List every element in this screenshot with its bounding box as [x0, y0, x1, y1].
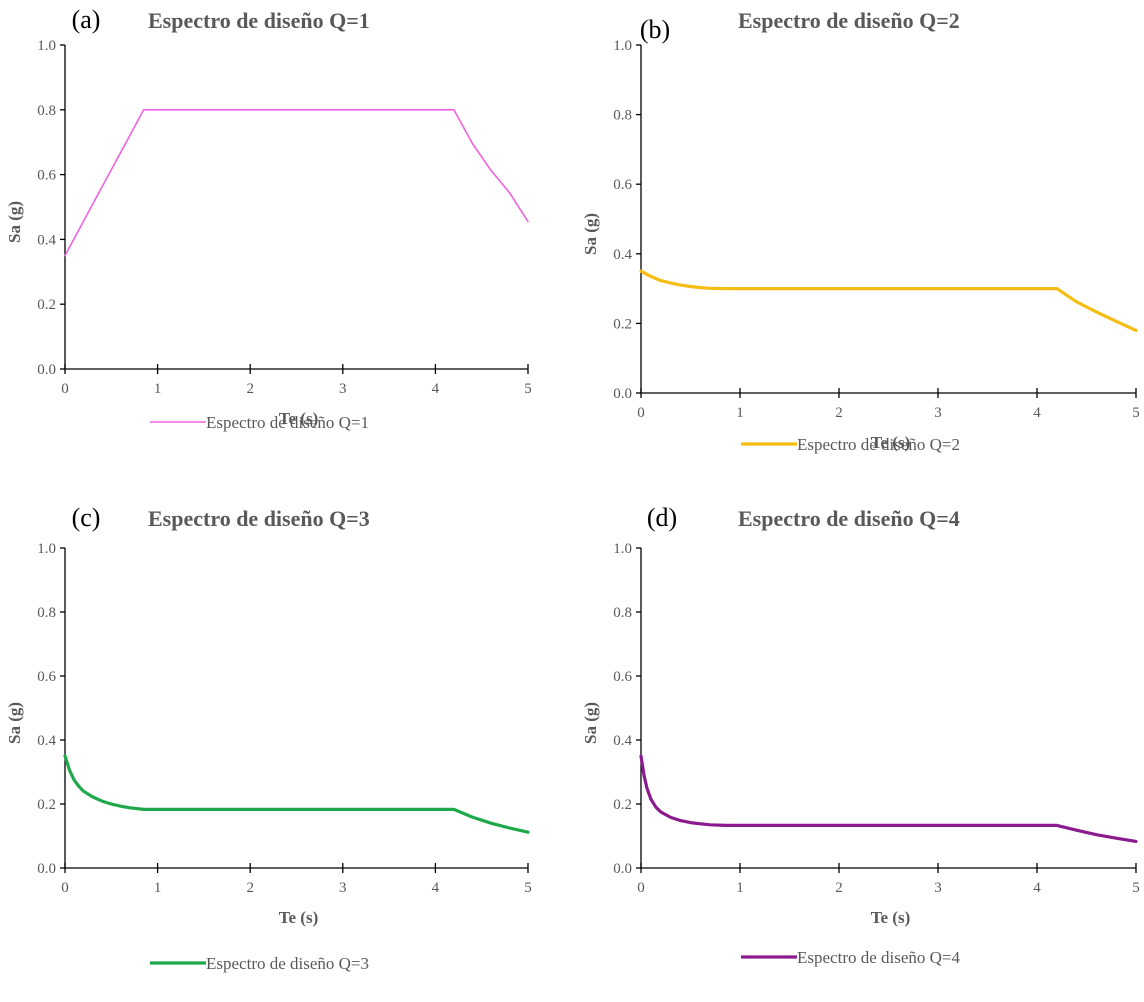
x-tick-label: 2	[246, 381, 254, 397]
series-line	[63, 754, 530, 834]
y-tick-label: 0.6	[37, 669, 56, 685]
legend-label: Espectro de diseño Q=3	[206, 954, 369, 973]
y-tick-label: 1.0	[613, 541, 632, 557]
x-tick-label: 5	[1132, 405, 1140, 421]
y-axis-label: Sa (g)	[581, 213, 600, 255]
y-tick-label: 1.0	[37, 38, 56, 54]
x-axis-label: Te (s)	[871, 908, 911, 927]
panel-letter: (a)	[72, 5, 101, 34]
y-tick-label: 0.0	[37, 861, 56, 877]
x-tick-label: 4	[1033, 880, 1041, 896]
x-tick-label: 1	[154, 381, 162, 397]
x-tick-label: 5	[524, 381, 532, 397]
chart-panel-c: (c) Espectro de diseño Q=3 0.0 0.2 0.4 0.6 0.8…	[5, 503, 532, 973]
y-tick-label: 0.8	[37, 605, 56, 621]
y-tick-label: 0.6	[37, 168, 56, 184]
legend: Espectro de diseño Q=3	[150, 954, 369, 973]
panel-letter: (b)	[640, 15, 670, 44]
x-tick-label: 2	[246, 880, 254, 896]
x-tick-label: 0	[61, 381, 69, 397]
chart-title: Espectro de diseño Q=1	[148, 8, 370, 33]
x-tick-label: 2	[835, 405, 843, 421]
y-tick-label: 1.0	[613, 38, 632, 54]
x-axis-label: Te (s)	[871, 433, 911, 452]
legend: Espectro de diseño Q=2	[741, 435, 960, 454]
series-line	[639, 754, 1138, 844]
y-tick-label: 0.0	[613, 386, 632, 402]
y-axis-label: Sa (g)	[5, 702, 24, 744]
legend-label: Espectro de diseño Q=1	[206, 413, 369, 432]
x-tick-label: 0	[61, 880, 69, 896]
y-tick-label: 0.2	[37, 297, 56, 313]
x-tick-label: 3	[339, 381, 347, 397]
panel-letter: (d)	[647, 503, 677, 532]
y-tick-label: 0.4	[37, 733, 56, 749]
legend: Espectro de diseño Q=1	[150, 413, 369, 432]
y-tick-label: 0.0	[37, 362, 56, 378]
x-tick-label: 1	[736, 405, 744, 421]
y-axis-label: Sa (g)	[581, 702, 600, 744]
x-tick-label: 1	[736, 880, 744, 896]
chart-title: Espectro de diseño Q=4	[738, 506, 960, 531]
y-tick-label: 0.4	[613, 733, 632, 749]
y-tick-label: 0.6	[613, 669, 632, 685]
x-tick-label: 4	[1033, 405, 1041, 421]
y-tick-label: 0.4	[613, 247, 632, 263]
x-tick-label: 4	[432, 880, 440, 896]
y-tick-label: 0.4	[37, 232, 56, 248]
y-tick-label: 0.2	[613, 316, 632, 332]
y-tick-label: 0.2	[613, 797, 632, 813]
chart-title: Espectro de diseño Q=2	[738, 8, 960, 33]
x-tick-label: 5	[1132, 880, 1140, 896]
x-tick-label: 4	[432, 381, 440, 397]
y-tick-label: 0.8	[613, 605, 632, 621]
x-axis-label: Te (s)	[279, 908, 319, 927]
y-tick-label: 0.6	[613, 177, 632, 193]
legend: Espectro de diseño Q=4	[741, 948, 961, 967]
chart-panel-b: (b) Espectro de diseño Q=2 0.0 0.2 0.4 0.6 0.8…	[581, 8, 1140, 454]
legend-label: Espectro de diseño Q=4	[797, 948, 961, 967]
legend-label: Espectro de diseño Q=2	[797, 435, 960, 454]
x-tick-label: 3	[934, 405, 942, 421]
y-tick-label: 0.8	[37, 103, 56, 119]
y-axis-label: Sa (g)	[5, 201, 24, 243]
y-tick-label: 0.2	[37, 797, 56, 813]
x-tick-label: 3	[339, 880, 347, 896]
series-line	[639, 269, 1138, 332]
series-line	[64, 109, 529, 257]
x-tick-label: 2	[835, 880, 843, 896]
x-tick-label: 3	[934, 880, 942, 896]
x-axis-label: Te (s)	[279, 409, 319, 428]
y-tick-label: 1.0	[37, 541, 56, 557]
x-tick-label: 0	[637, 880, 645, 896]
x-tick-label: 0	[637, 405, 645, 421]
panel-letter: (c)	[72, 503, 101, 532]
chart-panel-a: (a) Espectro de diseño Q=1 0.0 0.2 0.4 0.6 0.8…	[5, 5, 532, 432]
y-tick-label: 0.8	[613, 108, 632, 124]
x-tick-label: 1	[154, 880, 162, 896]
chart-title: Espectro de diseño Q=3	[148, 506, 370, 531]
y-tick-label: 0.0	[613, 861, 632, 877]
x-tick-label: 5	[524, 880, 532, 896]
chart-panel-d: (d) Espectro de diseño Q=4 0.0 0.2 0.4 0.6 0.8…	[581, 503, 1140, 967]
